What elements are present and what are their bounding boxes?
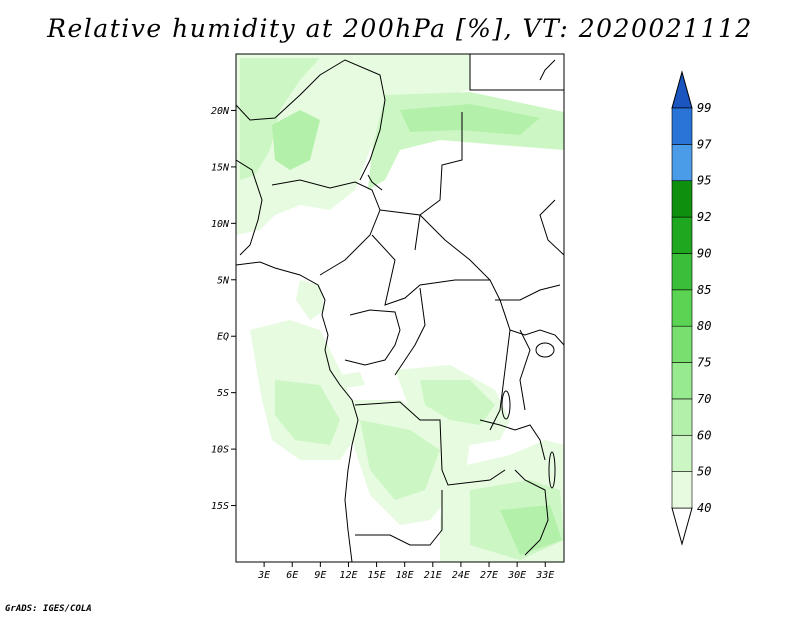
colorbar-label: 92 <box>697 210 711 224</box>
colorbar-label: 97 <box>697 137 712 151</box>
lon-tick-label: 30E <box>507 570 526 581</box>
humidity-region <box>360 420 440 500</box>
lon-tick-label: 15E <box>368 570 386 581</box>
lat-tick-label: 5N <box>217 275 230 286</box>
border-line <box>355 490 443 546</box>
border-line <box>379 209 511 431</box>
border-line <box>271 179 381 276</box>
lat-tick-label: 10S <box>211 445 229 456</box>
colorbar-label: 85 <box>697 283 711 297</box>
lon-tick-label: 6E <box>286 570 298 581</box>
colorbar: 40 50 60 70 75 80 85 90 92 95 97 99 <box>671 70 712 546</box>
colorbar-label: 50 <box>697 465 711 479</box>
colorbar-box <box>671 362 693 400</box>
border-line <box>236 261 359 562</box>
border-line <box>394 287 426 376</box>
border-line <box>236 59 386 181</box>
colorbar-label: 90 <box>697 246 711 260</box>
colorbar-box <box>671 434 693 472</box>
lat-tick-label: EQ <box>217 332 229 343</box>
lon-tick-label: 12E <box>339 570 357 581</box>
border-line <box>414 112 463 251</box>
border-line <box>539 59 556 81</box>
lat-tick-label: 5S <box>217 388 229 399</box>
credit-label: GrADS: IGES/COLA <box>5 604 92 614</box>
lat-tick-label: 10N <box>211 219 230 230</box>
border-line <box>354 401 506 486</box>
border-line <box>344 309 401 366</box>
colorbar-bottom-arrow <box>671 507 693 546</box>
border-line <box>509 329 564 346</box>
colorbar-box <box>671 180 693 218</box>
border-line <box>479 419 546 461</box>
colorbar-box <box>671 471 693 509</box>
map-frame <box>235 53 565 563</box>
border-line <box>236 159 263 256</box>
colorbar-box <box>671 325 693 363</box>
lon-tick-label: 18E <box>396 570 414 581</box>
colorbar-label: 99 <box>697 101 711 115</box>
colorbar-label: 75 <box>697 356 711 370</box>
border-line <box>495 284 561 301</box>
colorbar-label: 40 <box>697 501 711 515</box>
axis-ticks: 3E 6E 9E 12E 15E 18E 21E 24E 27E 30E 33E 20N 15N 10N 5… <box>211 106 554 581</box>
lon-tick-label: 33E <box>535 570 554 581</box>
lon-tick-label: 21E <box>424 570 442 581</box>
border-line <box>514 469 549 556</box>
humidity-region <box>340 372 365 388</box>
colorbar-label: 95 <box>697 174 711 188</box>
colorbar-top-arrow <box>671 70 693 109</box>
colorbar-box <box>671 253 693 291</box>
lon-tick-label: 24E <box>452 570 470 581</box>
colorbar-label: 80 <box>697 319 711 333</box>
humidity-region <box>296 280 325 320</box>
colorbar-box <box>671 144 693 182</box>
lat-tick-label: 15N <box>211 162 230 173</box>
lake-outline <box>535 342 555 358</box>
border-line <box>371 234 490 306</box>
colorbar-label: 60 <box>697 428 711 442</box>
humidity-fill-layer <box>236 54 564 562</box>
colorbar-box <box>671 107 693 145</box>
lake-outline <box>501 390 511 420</box>
country-borders <box>236 54 564 562</box>
colorbar-box <box>671 289 693 327</box>
colorbar-box <box>671 216 693 254</box>
border-line <box>469 54 564 91</box>
lat-tick-label: 20N <box>211 106 230 117</box>
colorbar-label: 70 <box>697 392 711 406</box>
humidity-region <box>240 58 320 180</box>
border-line <box>367 174 383 191</box>
humidity-region <box>272 110 320 170</box>
humidity-region <box>500 505 562 555</box>
lon-tick-label: 9E <box>314 570 326 581</box>
humidity-region <box>400 104 540 135</box>
lake-outline <box>548 451 556 489</box>
border-line <box>539 199 564 256</box>
lon-tick-label: 3E <box>257 570 270 581</box>
lon-tick-label: 27E <box>480 570 498 581</box>
lat-tick-label: 15S <box>211 501 229 512</box>
humidity-region <box>275 380 340 445</box>
chart-title: Relative humidity at 200hPa [%], VT: 202… <box>47 14 753 43</box>
border-line <box>519 329 531 411</box>
colorbar-box <box>671 398 693 436</box>
humidity-region <box>420 380 495 425</box>
